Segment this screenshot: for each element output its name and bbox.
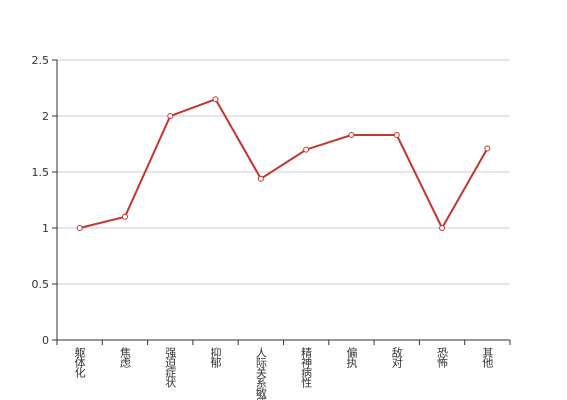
point (303, 146, 310, 153)
point (76, 225, 83, 231)
x-tick-label: 恐怖 (436, 347, 449, 368)
point (439, 225, 446, 231)
line (79, 97, 489, 231)
y-tick-label: 2.5 (32, 54, 50, 67)
y-tick-label: 0 (42, 334, 49, 347)
x-tick-label: 焦虑 (118, 347, 131, 368)
x-tick-label: 躯体化 (73, 347, 86, 379)
x-tick-label: 敌对 (390, 346, 403, 368)
y-tick-label: 0.5 (32, 278, 50, 291)
y-tick-label: 1.5 (32, 166, 50, 179)
point (484, 145, 491, 152)
x-tick-label: 偏执 (345, 346, 358, 369)
point (257, 175, 264, 182)
point (167, 113, 174, 119)
x-tick-label: 精神病性 (300, 347, 313, 389)
x-tick-label: 强迫症状 (164, 347, 177, 388)
x-tick-label: 其他 (481, 347, 494, 368)
point (121, 213, 128, 220)
y-tick-label: 1 (42, 222, 49, 235)
y-tick-label: 2 (42, 110, 49, 123)
x-tick-label: 人际关系敏感 (254, 347, 267, 400)
x-tick-label: 抑郁 (209, 346, 222, 368)
point (212, 96, 219, 103)
point (393, 132, 400, 139)
point (348, 132, 355, 139)
